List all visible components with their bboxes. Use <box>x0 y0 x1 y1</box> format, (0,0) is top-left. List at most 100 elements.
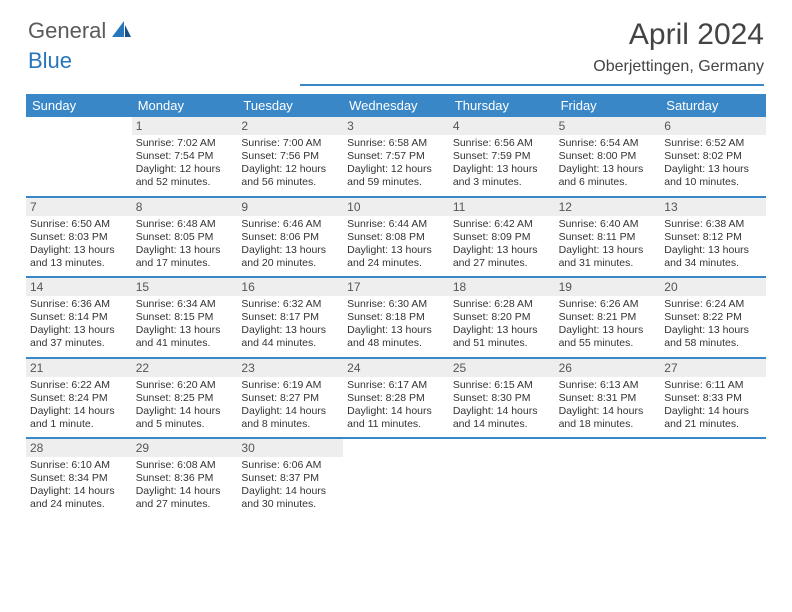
sunrise-text: Sunrise: 6:17 AM <box>347 379 445 392</box>
daylight-text: Daylight: 14 hours and 11 minutes. <box>347 405 445 431</box>
day-body: Sunrise: 6:17 AMSunset: 8:28 PMDaylight:… <box>343 377 449 438</box>
daylight-text: Daylight: 12 hours and 56 minutes. <box>241 163 339 189</box>
sunset-text: Sunset: 8:06 PM <box>241 231 339 244</box>
day-number: 26 <box>555 359 661 377</box>
daylight-text: Daylight: 13 hours and 20 minutes. <box>241 244 339 270</box>
day-cell <box>343 439 449 518</box>
day-number: 2 <box>237 117 343 135</box>
day-body: Sunrise: 6:28 AMSunset: 8:20 PMDaylight:… <box>449 296 555 357</box>
sunrise-text: Sunrise: 6:15 AM <box>453 379 551 392</box>
day-body: Sunrise: 6:54 AMSunset: 8:00 PMDaylight:… <box>555 135 661 196</box>
day-cell: 25Sunrise: 6:15 AMSunset: 8:30 PMDayligh… <box>449 359 555 438</box>
day-number: 16 <box>237 278 343 296</box>
daylight-text: Daylight: 13 hours and 51 minutes. <box>453 324 551 350</box>
day-number: 3 <box>343 117 449 135</box>
daylight-text: Daylight: 14 hours and 27 minutes. <box>136 485 234 511</box>
sunset-text: Sunset: 8:27 PM <box>241 392 339 405</box>
day-number: 11 <box>449 198 555 216</box>
day-number: 27 <box>660 359 766 377</box>
sunrise-text: Sunrise: 6:11 AM <box>664 379 762 392</box>
day-body: Sunrise: 6:48 AMSunset: 8:05 PMDaylight:… <box>132 216 238 277</box>
week-row: 21Sunrise: 6:22 AMSunset: 8:24 PMDayligh… <box>26 359 766 440</box>
sunset-text: Sunset: 8:31 PM <box>559 392 657 405</box>
daylight-text: Daylight: 14 hours and 30 minutes. <box>241 485 339 511</box>
day-cell: 10Sunrise: 6:44 AMSunset: 8:08 PMDayligh… <box>343 198 449 277</box>
day-cell <box>449 439 555 518</box>
sunset-text: Sunset: 8:14 PM <box>30 311 128 324</box>
day-cell: 30Sunrise: 6:06 AMSunset: 8:37 PMDayligh… <box>237 439 343 518</box>
logo-text-1: General <box>28 18 106 44</box>
day-number: 8 <box>132 198 238 216</box>
daylight-text: Daylight: 13 hours and 48 minutes. <box>347 324 445 350</box>
day-body: Sunrise: 6:15 AMSunset: 8:30 PMDaylight:… <box>449 377 555 438</box>
sunrise-text: Sunrise: 6:28 AM <box>453 298 551 311</box>
day-number: 24 <box>343 359 449 377</box>
day-number <box>555 439 661 457</box>
sunrise-text: Sunrise: 6:26 AM <box>559 298 657 311</box>
day-cell: 2Sunrise: 7:00 AMSunset: 7:56 PMDaylight… <box>237 117 343 196</box>
day-body: Sunrise: 6:08 AMSunset: 8:36 PMDaylight:… <box>132 457 238 518</box>
week-row: 7Sunrise: 6:50 AMSunset: 8:03 PMDaylight… <box>26 198 766 279</box>
sunrise-text: Sunrise: 6:08 AM <box>136 459 234 472</box>
day-cell: 16Sunrise: 6:32 AMSunset: 8:17 PMDayligh… <box>237 278 343 357</box>
day-number: 5 <box>555 117 661 135</box>
day-cell: 11Sunrise: 6:42 AMSunset: 8:09 PMDayligh… <box>449 198 555 277</box>
logo: General <box>28 18 134 44</box>
day-cell: 1Sunrise: 7:02 AMSunset: 7:54 PMDaylight… <box>132 117 238 196</box>
sunset-text: Sunset: 8:22 PM <box>664 311 762 324</box>
logo-line2: Blue <box>28 48 72 74</box>
sunrise-text: Sunrise: 6:50 AM <box>30 218 128 231</box>
sunrise-text: Sunrise: 6:42 AM <box>453 218 551 231</box>
day-number: 12 <box>555 198 661 216</box>
sunrise-text: Sunrise: 6:20 AM <box>136 379 234 392</box>
day-number: 19 <box>555 278 661 296</box>
day-body: Sunrise: 6:22 AMSunset: 8:24 PMDaylight:… <box>26 377 132 438</box>
day-body: Sunrise: 6:50 AMSunset: 8:03 PMDaylight:… <box>26 216 132 277</box>
daylight-text: Daylight: 13 hours and 31 minutes. <box>559 244 657 270</box>
day-cell: 6Sunrise: 6:52 AMSunset: 8:02 PMDaylight… <box>660 117 766 196</box>
daylight-text: Daylight: 13 hours and 3 minutes. <box>453 163 551 189</box>
weekday-header-row: Sunday Monday Tuesday Wednesday Thursday… <box>26 94 766 117</box>
day-body: Sunrise: 6:58 AMSunset: 7:57 PMDaylight:… <box>343 135 449 196</box>
sunrise-text: Sunrise: 6:44 AM <box>347 218 445 231</box>
sunset-text: Sunset: 8:34 PM <box>30 472 128 485</box>
sunset-text: Sunset: 7:57 PM <box>347 150 445 163</box>
day-cell: 5Sunrise: 6:54 AMSunset: 8:00 PMDaylight… <box>555 117 661 196</box>
daylight-text: Daylight: 13 hours and 34 minutes. <box>664 244 762 270</box>
sunset-text: Sunset: 8:09 PM <box>453 231 551 244</box>
sunset-text: Sunset: 8:36 PM <box>136 472 234 485</box>
day-number: 7 <box>26 198 132 216</box>
daylight-text: Daylight: 13 hours and 24 minutes. <box>347 244 445 270</box>
day-cell <box>660 439 766 518</box>
day-body: Sunrise: 6:42 AMSunset: 8:09 PMDaylight:… <box>449 216 555 277</box>
weeks-container: 1Sunrise: 7:02 AMSunset: 7:54 PMDaylight… <box>26 117 766 518</box>
day-cell: 4Sunrise: 6:56 AMSunset: 7:59 PMDaylight… <box>449 117 555 196</box>
sunrise-text: Sunrise: 6:54 AM <box>559 137 657 150</box>
day-cell: 7Sunrise: 6:50 AMSunset: 8:03 PMDaylight… <box>26 198 132 277</box>
daylight-text: Daylight: 13 hours and 27 minutes. <box>453 244 551 270</box>
sunrise-text: Sunrise: 6:48 AM <box>136 218 234 231</box>
month-title: April 2024 <box>593 18 764 52</box>
sunrise-text: Sunrise: 6:34 AM <box>136 298 234 311</box>
day-cell: 21Sunrise: 6:22 AMSunset: 8:24 PMDayligh… <box>26 359 132 438</box>
day-body: Sunrise: 6:44 AMSunset: 8:08 PMDaylight:… <box>343 216 449 277</box>
daylight-text: Daylight: 13 hours and 37 minutes. <box>30 324 128 350</box>
day-number <box>343 439 449 457</box>
week-row: 28Sunrise: 6:10 AMSunset: 8:34 PMDayligh… <box>26 439 766 518</box>
day-body: Sunrise: 7:02 AMSunset: 7:54 PMDaylight:… <box>132 135 238 196</box>
daylight-text: Daylight: 14 hours and 18 minutes. <box>559 405 657 431</box>
day-number <box>660 439 766 457</box>
sunrise-text: Sunrise: 6:36 AM <box>30 298 128 311</box>
day-body: Sunrise: 6:30 AMSunset: 8:18 PMDaylight:… <box>343 296 449 357</box>
day-body: Sunrise: 6:13 AMSunset: 8:31 PMDaylight:… <box>555 377 661 438</box>
day-cell: 27Sunrise: 6:11 AMSunset: 8:33 PMDayligh… <box>660 359 766 438</box>
day-body: Sunrise: 6:11 AMSunset: 8:33 PMDaylight:… <box>660 377 766 438</box>
sunset-text: Sunset: 8:30 PM <box>453 392 551 405</box>
day-cell: 26Sunrise: 6:13 AMSunset: 8:31 PMDayligh… <box>555 359 661 438</box>
day-cell: 15Sunrise: 6:34 AMSunset: 8:15 PMDayligh… <box>132 278 238 357</box>
day-body: Sunrise: 6:06 AMSunset: 8:37 PMDaylight:… <box>237 457 343 518</box>
day-number: 17 <box>343 278 449 296</box>
title-separator <box>300 84 764 86</box>
day-cell: 3Sunrise: 6:58 AMSunset: 7:57 PMDaylight… <box>343 117 449 196</box>
sunrise-text: Sunrise: 6:46 AM <box>241 218 339 231</box>
